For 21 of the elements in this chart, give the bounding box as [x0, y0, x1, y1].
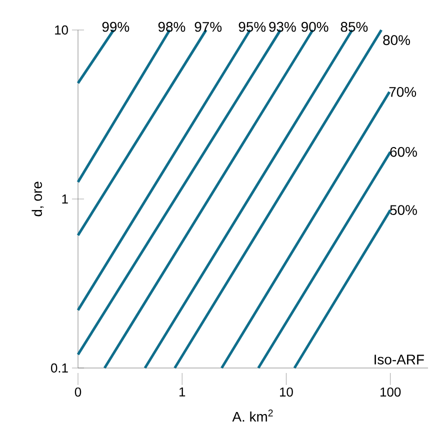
series-label: 80% [383, 35, 410, 46]
x-tick-label: 1 [179, 387, 186, 396]
series-label: 93% [269, 22, 296, 32]
annotation: Iso-ARF [374, 354, 424, 364]
x-axis-title: A. km$^{2}$ [232, 410, 273, 422]
y-axis-title: d, ore [32, 182, 44, 216]
series-label: 85% [340, 22, 368, 32]
series-label: 95% [238, 22, 266, 32]
series-label: 97% [194, 22, 222, 32]
y-tick-label: 10 [55, 25, 68, 35]
series-label: 99% [102, 22, 130, 32]
series-label: 98% [158, 22, 186, 32]
series-label: 70% [389, 86, 416, 97]
x-tick-label: 0 [74, 387, 82, 397]
y-tick-label: 0.1 [50, 363, 68, 373]
x-tick-label: 100 [380, 387, 401, 397]
y-tick-label: 1 [62, 194, 68, 204]
series-label: 60% [390, 146, 417, 157]
series-label: 90% [302, 22, 328, 32]
x-tick-label: 10 [280, 387, 293, 397]
series-label: 50% [390, 205, 417, 216]
